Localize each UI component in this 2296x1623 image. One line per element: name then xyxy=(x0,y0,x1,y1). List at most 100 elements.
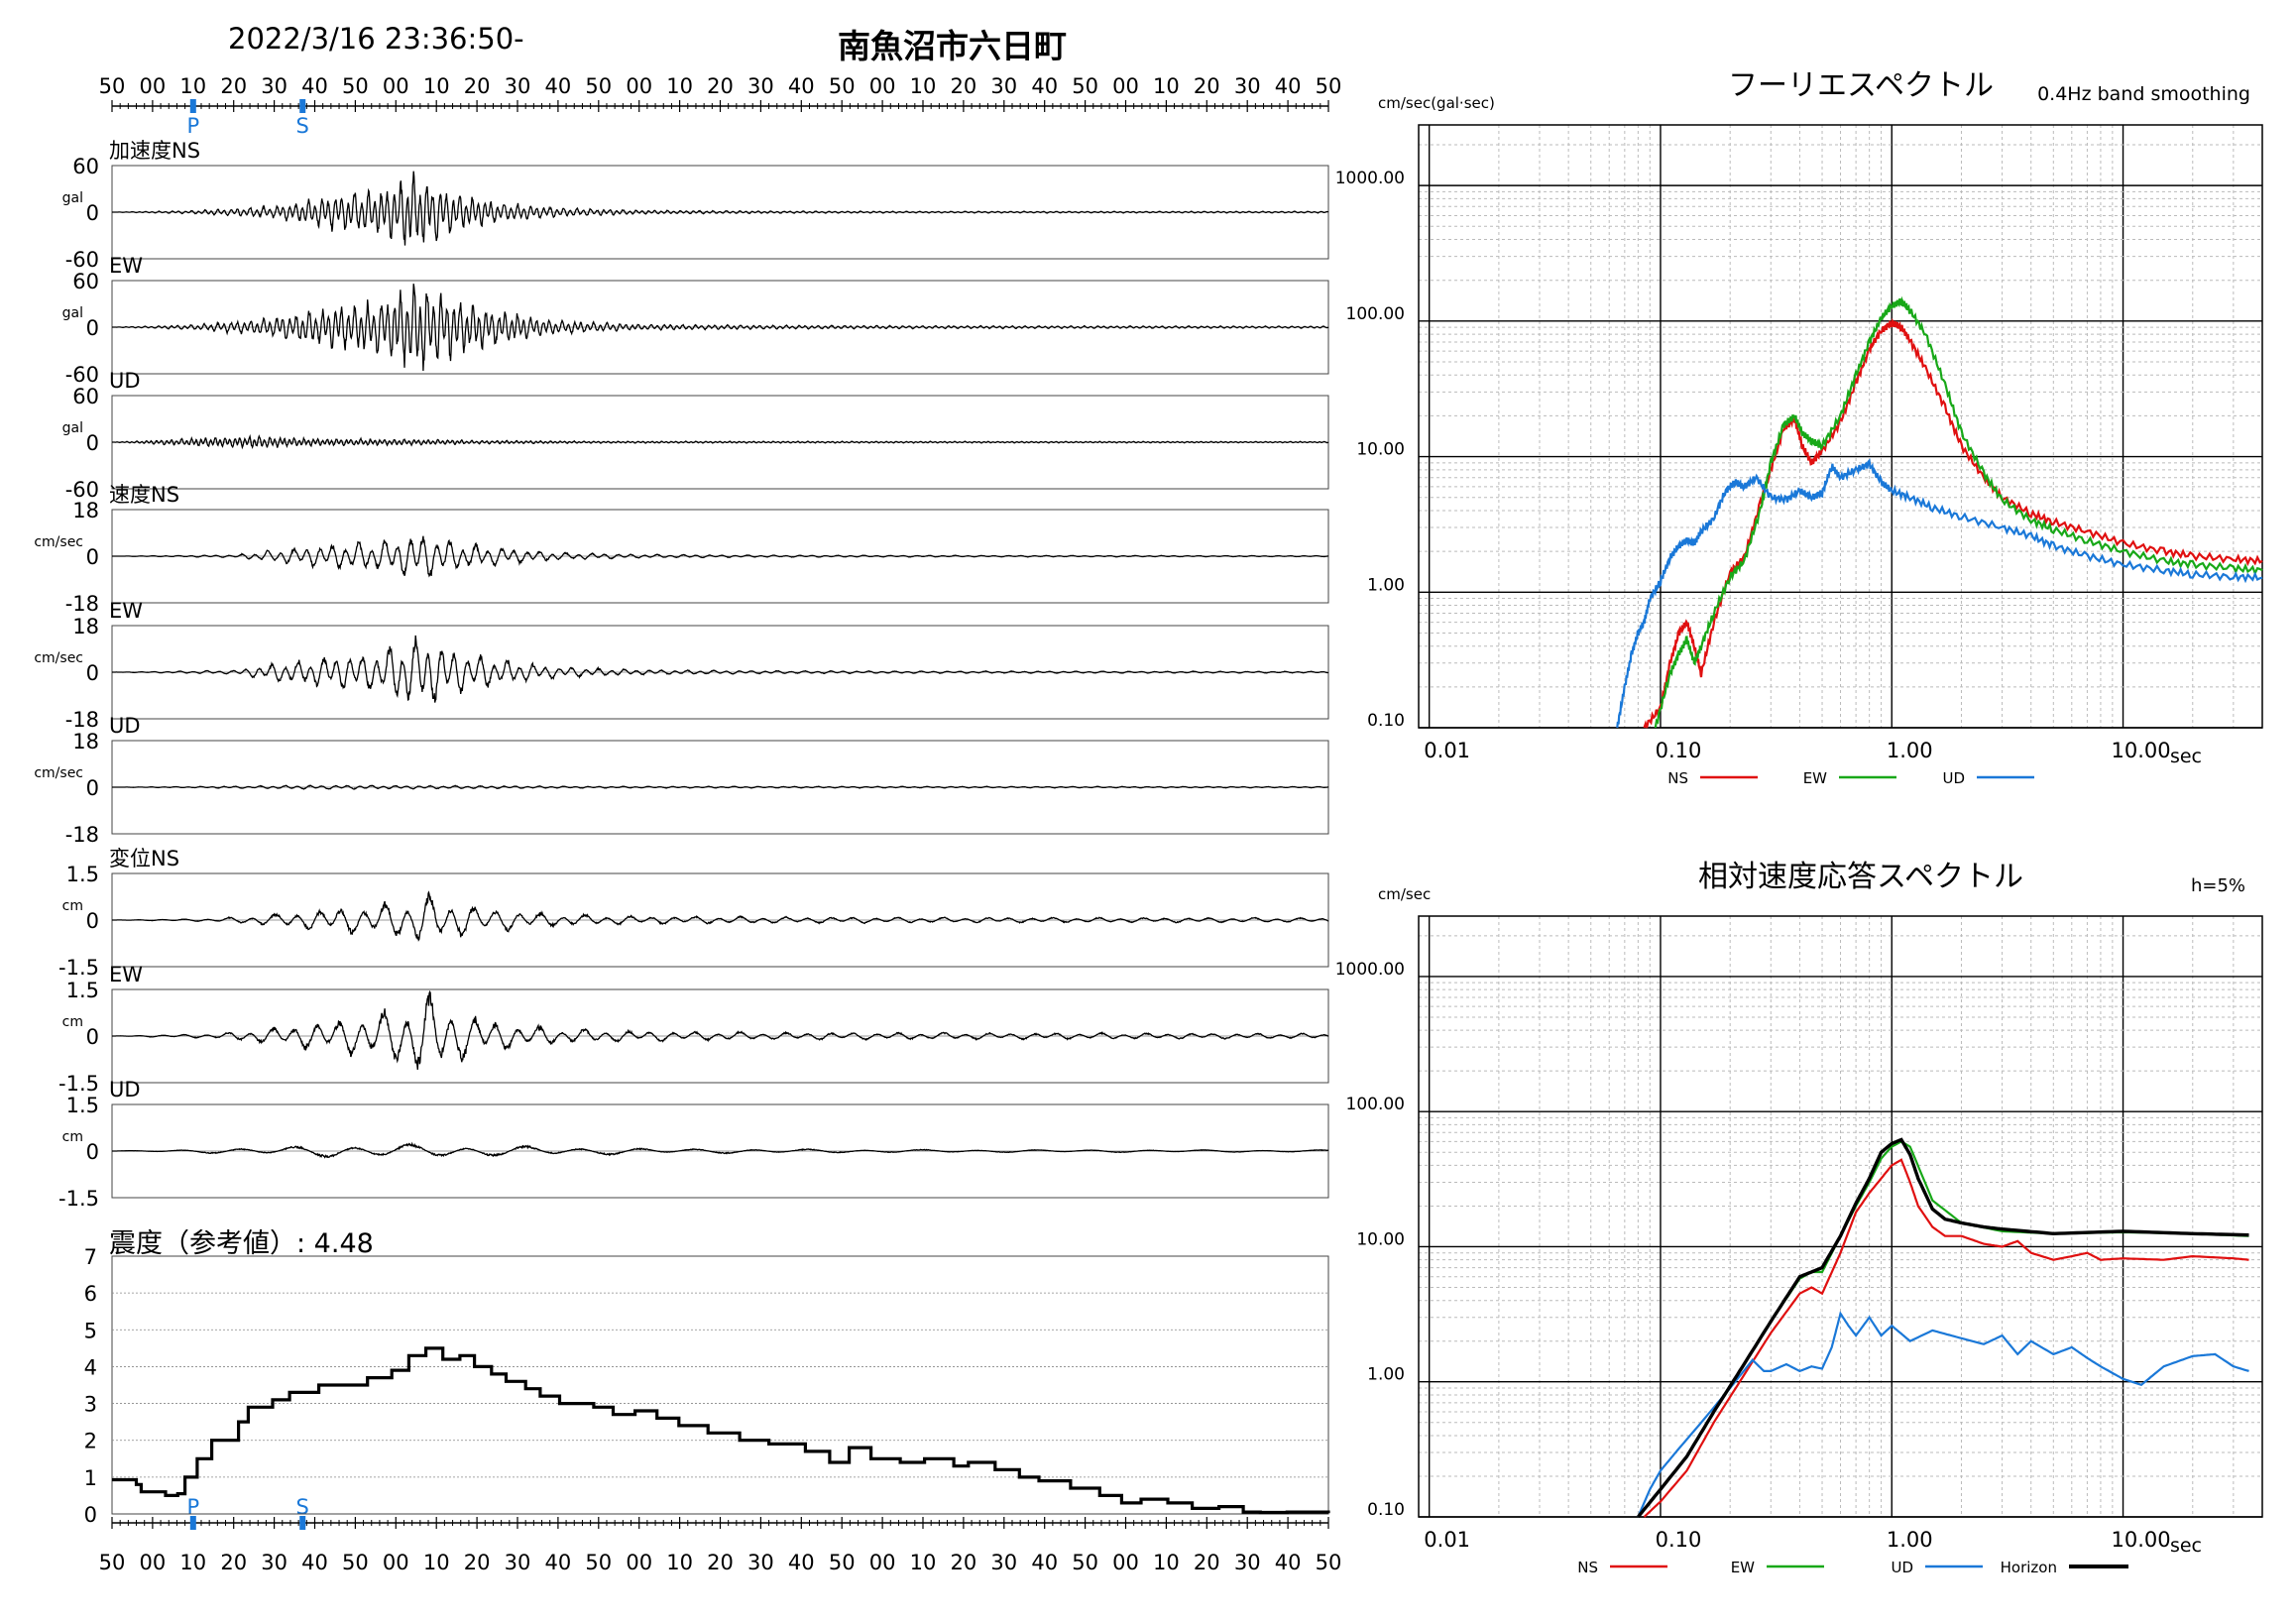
amp-tick-label: 1.5 xyxy=(66,863,99,886)
time-tick-label: 10 xyxy=(666,74,693,98)
time-tick-label: 00 xyxy=(383,1551,409,1574)
amp-tick-label: -1.5 xyxy=(58,1187,99,1211)
unit-label: cm/sec xyxy=(34,534,83,550)
series-line-ud xyxy=(1616,458,2263,729)
s-arrival-marker-label: S xyxy=(296,1495,309,1519)
chart-title: 相対速度応答スペクトル xyxy=(1698,860,2023,894)
waveform-panel: 変位NS cm 1.5 0 -1.5 xyxy=(58,847,1329,980)
waveform-panel: 速度NS cm/sec 18 0 -18 xyxy=(34,483,1329,616)
intensity-trace xyxy=(112,1346,1330,1515)
time-tick-label: 10 xyxy=(423,74,450,98)
intensity-tick-label: 0 xyxy=(84,1503,97,1527)
channel-label: UD xyxy=(109,714,141,738)
y-tick-label: 10.00 xyxy=(1356,440,1405,460)
bottom-time-axis: 50 00 10 20 30 40 50 00 10 20 30 40 50 00 10 20 30 40 50 00… xyxy=(99,1495,1342,1574)
x-tick-label: 1.00 xyxy=(1887,739,1933,762)
amp-tick-label: 0 xyxy=(86,1140,99,1164)
time-tick-label: 30 xyxy=(261,1551,287,1574)
time-tick-label: 40 xyxy=(545,1551,572,1574)
y-tick-label: 1000.00 xyxy=(1335,169,1405,188)
time-tick-label: 00 xyxy=(140,1551,167,1574)
legend-label: NS xyxy=(1667,769,1688,787)
time-tick-label: 40 xyxy=(1275,74,1302,98)
time-tick-label: 40 xyxy=(1031,74,1058,98)
time-tick-label: 50 xyxy=(1072,1551,1098,1574)
time-tick-label: 10 xyxy=(1153,1551,1180,1574)
unit-label: cm xyxy=(62,898,83,914)
amp-tick-label: 0 xyxy=(86,431,99,455)
x-tick-label: 10.00 xyxy=(2111,1528,2170,1552)
y-tick-label: 1000.00 xyxy=(1335,960,1405,980)
time-tick-label: 20 xyxy=(464,1551,491,1574)
x-tick-label: 0.01 xyxy=(1424,739,1470,762)
waveform-panel: EW cm/sec 18 0 -18 xyxy=(34,599,1329,732)
time-tick-label: 40 xyxy=(788,1551,815,1574)
time-tick-label: 40 xyxy=(788,74,815,98)
waveform-panel: EW gal 60 0 -60 xyxy=(62,254,1329,387)
velocity-response-spectrum-chart: 0.01 0.10 1.00 10.00 1000.00 100.00 10.00 1.00 0… xyxy=(1335,860,2263,1576)
amp-tick-label: 0 xyxy=(86,545,99,569)
intensity-tick-label: 2 xyxy=(84,1430,97,1453)
p-arrival-marker-label: P xyxy=(186,1495,199,1519)
time-tick-label: 50 xyxy=(829,1551,856,1574)
unit-label: cm xyxy=(62,1129,83,1145)
waveform-trace xyxy=(112,784,1329,790)
y-tick-label: 0.10 xyxy=(1367,1500,1405,1520)
s-arrival-marker xyxy=(299,99,306,113)
amp-tick-label: 60 xyxy=(72,385,99,408)
waveform-panel: EW cm 1.5 0 -1.5 xyxy=(58,963,1329,1096)
y-tick-label: 1.00 xyxy=(1367,1365,1405,1385)
waveform-trace xyxy=(112,284,1329,372)
unit-label: cm/sec xyxy=(34,650,83,666)
intensity-tick-label: 6 xyxy=(84,1282,97,1306)
x-tick-label: 0.10 xyxy=(1656,739,1702,762)
time-tick-label: 30 xyxy=(1234,1551,1261,1574)
amp-tick-label: 18 xyxy=(72,615,99,638)
waveform-trace xyxy=(112,890,1329,942)
s-arrival-marker-label: S xyxy=(296,114,309,138)
series-line-horizon xyxy=(1637,1137,2249,1519)
channel-label: UD xyxy=(109,1078,141,1101)
time-tick-label: 10 xyxy=(179,74,206,98)
amp-tick-label: 18 xyxy=(72,499,99,522)
time-tick-label: 50 xyxy=(1316,1551,1342,1574)
amp-tick-label: 1.5 xyxy=(66,979,99,1002)
amp-tick-label: 0 xyxy=(86,909,99,933)
chart-title: フーリエスペクトル xyxy=(1728,68,1994,103)
time-tick-label: 50 xyxy=(342,74,369,98)
x-tick-label: 1.00 xyxy=(1887,1528,1933,1552)
intensity-tick-label: 5 xyxy=(84,1319,97,1342)
amp-tick-label: 0 xyxy=(86,316,99,340)
y-axis-label: cm/sec(gal·sec) xyxy=(1378,94,1495,112)
x-axis-label: sec xyxy=(2170,746,2202,767)
p-arrival-marker xyxy=(189,1516,196,1530)
unit-label: gal xyxy=(62,190,83,206)
legend-label: EW xyxy=(1731,1559,1755,1576)
time-tick-label: 40 xyxy=(301,74,328,98)
p-arrival-marker xyxy=(189,99,196,113)
record-datetime: 2022/3/16 23:36:50- xyxy=(228,22,524,56)
chart-note: 0.4Hz band smoothing xyxy=(2037,83,2250,105)
channel-label: 加速度NS xyxy=(109,139,200,163)
x-tick-label: 10.00 xyxy=(2111,739,2170,762)
amp-tick-label: -18 xyxy=(65,592,99,616)
intensity-label: 震度（参考値）: 4.48 xyxy=(109,1228,374,1259)
x-axis-label: sec xyxy=(2170,1535,2202,1557)
time-tick-label: 30 xyxy=(261,74,287,98)
station-name: 南魚沼市六日町 xyxy=(838,27,1067,65)
channel-label: 変位NS xyxy=(109,847,179,870)
waveform-trace xyxy=(112,1141,1328,1159)
time-tick-label: 10 xyxy=(423,1551,450,1574)
legend-label: UD xyxy=(1942,769,1965,787)
time-tick-label: 20 xyxy=(951,1551,977,1574)
y-tick-label: 1.00 xyxy=(1367,575,1405,595)
time-tick-label: 30 xyxy=(990,1551,1017,1574)
time-tick-label: 40 xyxy=(545,74,572,98)
time-tick-label: 50 xyxy=(99,74,126,98)
time-tick-label: 40 xyxy=(301,1551,328,1574)
plot-frame xyxy=(1418,915,2263,1518)
time-tick-label: 00 xyxy=(383,74,409,98)
amp-tick-label: -60 xyxy=(65,363,99,387)
intensity-tick-label: 4 xyxy=(84,1355,97,1379)
